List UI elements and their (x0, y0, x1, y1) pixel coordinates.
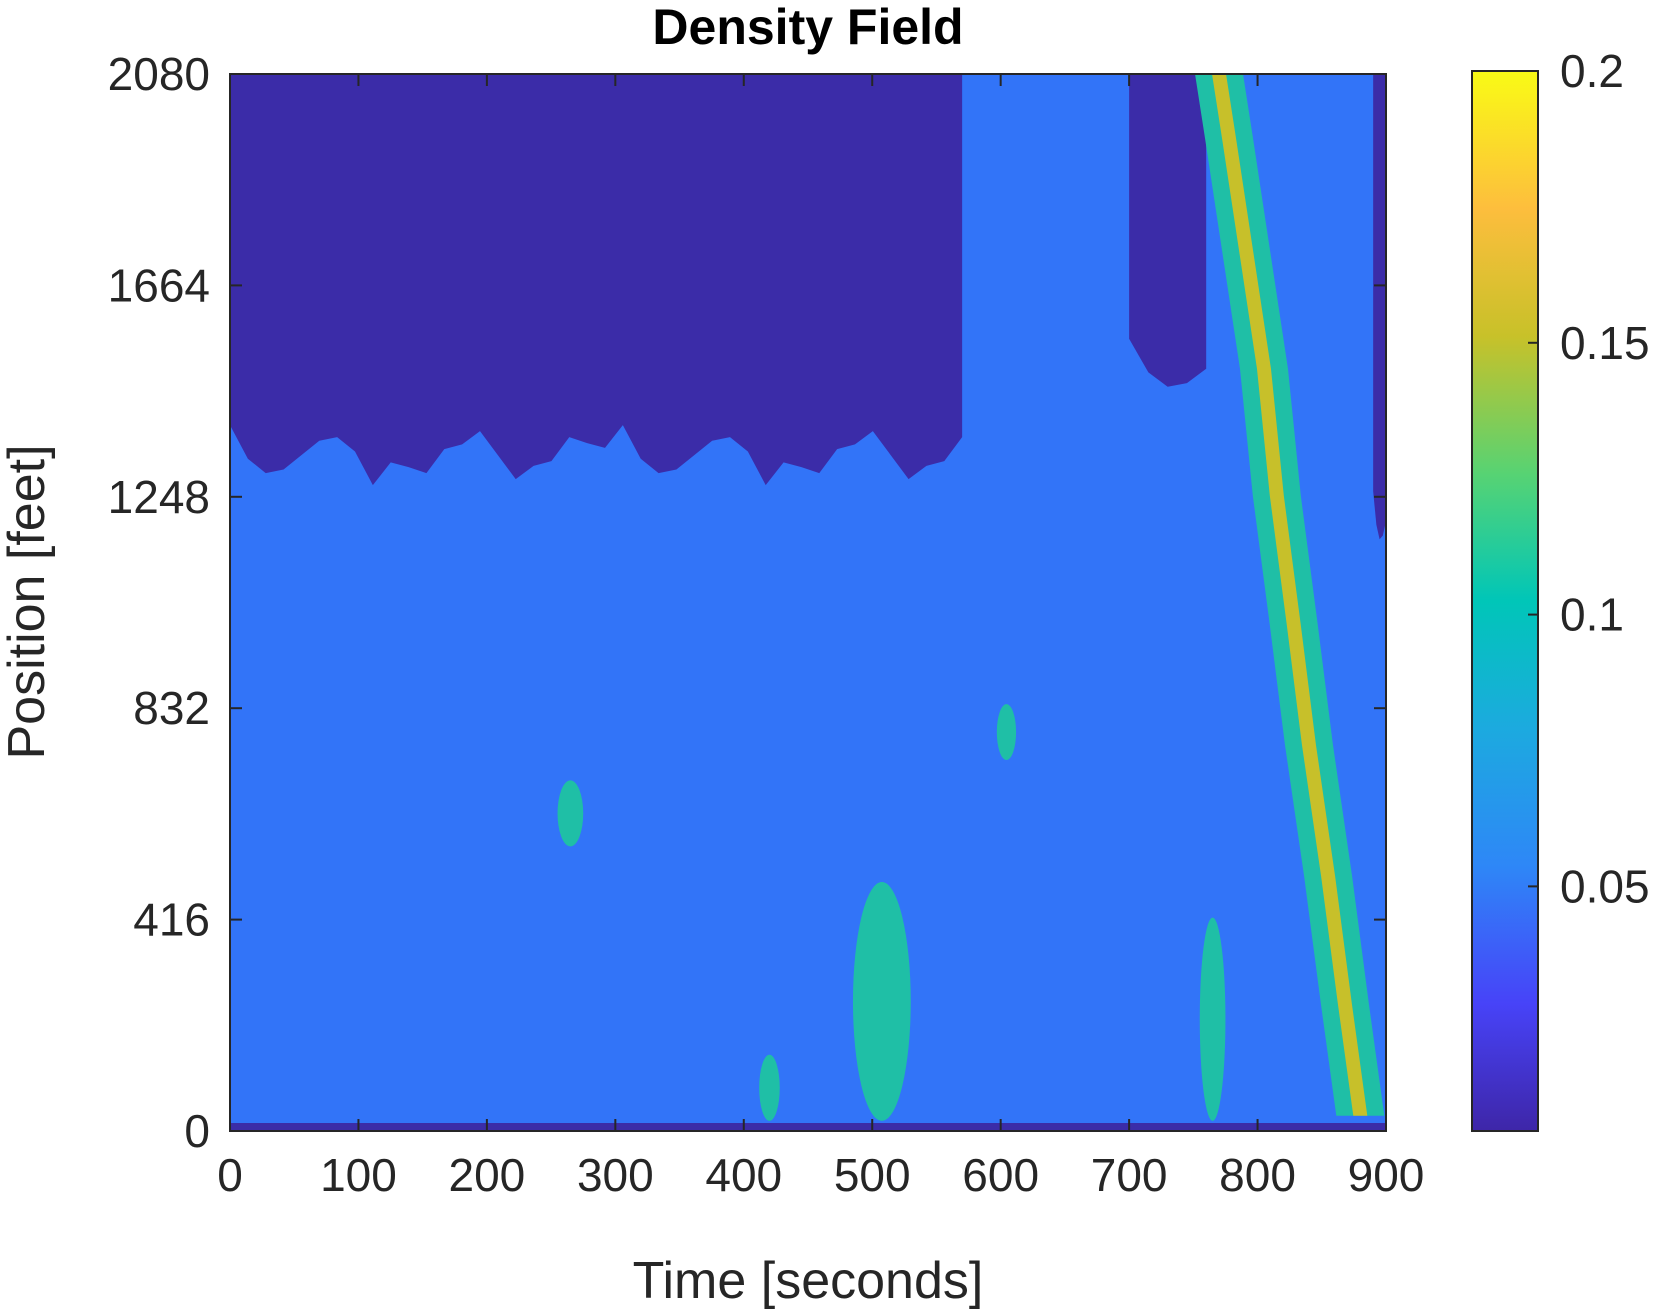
density-regions (230, 74, 1386, 1131)
x-tick-label: 800 (1219, 1149, 1296, 1201)
low-density-region (1373, 74, 1386, 540)
y-tick-label: 0 (184, 1105, 210, 1157)
x-tick-label: 700 (1091, 1149, 1168, 1201)
y-tick-label: 1248 (108, 471, 210, 523)
colorbar-tick-label: 0.1 (1560, 589, 1624, 641)
colorbar-scale (1471, 70, 1539, 1132)
colorbar-ticks: 0.05 0.1 0.15 0.2 (1528, 45, 1650, 912)
x-tick-label: 500 (834, 1149, 911, 1201)
x-tick-label: 300 (577, 1149, 654, 1201)
x-tick-label: 0 (217, 1149, 243, 1201)
low-density-region (1129, 74, 1207, 387)
y-tick-label: 2080 (108, 48, 210, 100)
plot-area (230, 74, 1386, 1131)
y-tick-label: 416 (133, 894, 210, 946)
y-axis-ticks: 0 416 832 1248 1664 2080 (108, 48, 1386, 1157)
x-axis-ticks: 0 100 200 300 400 500 600 700 800 900 (217, 74, 1424, 1201)
colorbar-tick-label: 0.2 (1560, 45, 1624, 97)
low-density-region (230, 74, 963, 486)
low-density-bottom-strip (230, 1123, 1386, 1131)
mid-density-streak (759, 1054, 780, 1121)
x-tick-label: 200 (449, 1149, 526, 1201)
mid-density-streak (557, 780, 584, 847)
x-tick-label: 100 (320, 1149, 397, 1201)
y-tick-label: 1664 (108, 259, 210, 311)
plot-frame (229, 73, 1387, 1132)
mid-density-streak (1199, 917, 1226, 1121)
congestion-wave-core (1212, 74, 1368, 1116)
colorbar-tick-label: 0.15 (1560, 317, 1650, 369)
x-tick-label: 600 (962, 1149, 1039, 1201)
y-tick-label: 832 (133, 682, 210, 734)
y-axis-label: Position [feet] (0, 444, 56, 759)
chart-title: Density Field (652, 0, 963, 55)
x-tick-label: 900 (1348, 1149, 1425, 1201)
x-axis-label: Time [seconds] (633, 1252, 984, 1310)
x-tick-label: 400 (705, 1149, 782, 1201)
colorbar-tick-label: 0.05 (1560, 860, 1650, 912)
mid-density-streak (852, 881, 911, 1121)
colorbar: 0.05 0.1 0.15 0.2 (1471, 45, 1650, 1132)
mid-density-streak (996, 704, 1017, 761)
